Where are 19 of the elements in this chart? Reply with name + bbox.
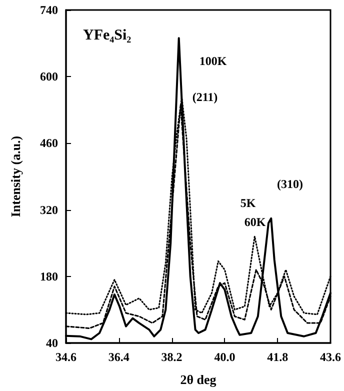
x-tick-label: 40.0 <box>214 350 236 364</box>
x-axis-title: 2θ deg <box>180 372 217 387</box>
y-axis-title: Intensity (a.u.) <box>8 136 23 218</box>
x-tick-label: 36.4 <box>108 350 130 364</box>
y-tick-label: 460 <box>40 136 58 150</box>
x-tick-label: 38.2 <box>161 350 182 364</box>
x-tick-label: 43.6 <box>320 350 341 364</box>
y-tick-label: 320 <box>40 202 58 217</box>
x-tick-label: 41.8 <box>267 350 288 364</box>
annotation: 60K <box>244 215 266 229</box>
x-tick-label: 34.6 <box>56 350 76 364</box>
y-tick-label: 740 <box>40 3 58 17</box>
annotation: 5K <box>240 196 256 210</box>
y-tick-label: 600 <box>40 70 58 84</box>
annotation: (310) <box>277 177 303 191</box>
annotation: 100K <box>199 54 228 68</box>
annotation: (211) <box>192 90 218 104</box>
y-tick-label: 180 <box>40 269 58 284</box>
y-tick-label: 40 <box>46 336 58 350</box>
